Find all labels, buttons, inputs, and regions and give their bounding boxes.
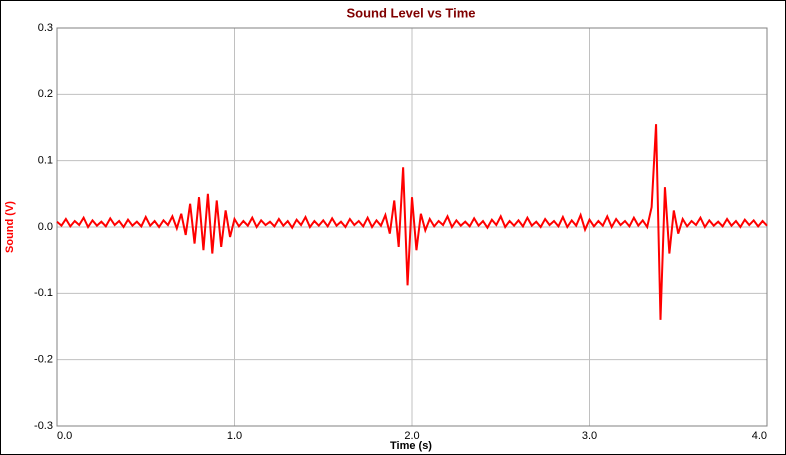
x-tick-label: 1.0 (227, 430, 242, 442)
y-tick-label: 0.3 (38, 22, 53, 34)
x-tick-label: 2.0 (404, 430, 419, 442)
y-tick-label: 0.0 (38, 221, 53, 233)
y-tick-label: -0.3 (34, 420, 53, 432)
x-axis-label: Time (s) (390, 440, 432, 452)
x-tick-label: 4.0 (752, 430, 767, 442)
x-tick-label: 3.0 (582, 430, 597, 442)
data-line (56, 124, 768, 320)
y-tick-label: -0.1 (34, 287, 53, 299)
plot-frame (56, 27, 768, 427)
y-tick-label: 0.1 (38, 155, 53, 167)
chart-title: Sound Level vs Time (346, 5, 475, 20)
y-tick-label: -0.2 (34, 354, 53, 366)
y-axis-label: Sound (V) (4, 201, 16, 253)
y-tick-label: 0.2 (38, 88, 53, 100)
x-tick-label: 0.0 (57, 430, 72, 442)
